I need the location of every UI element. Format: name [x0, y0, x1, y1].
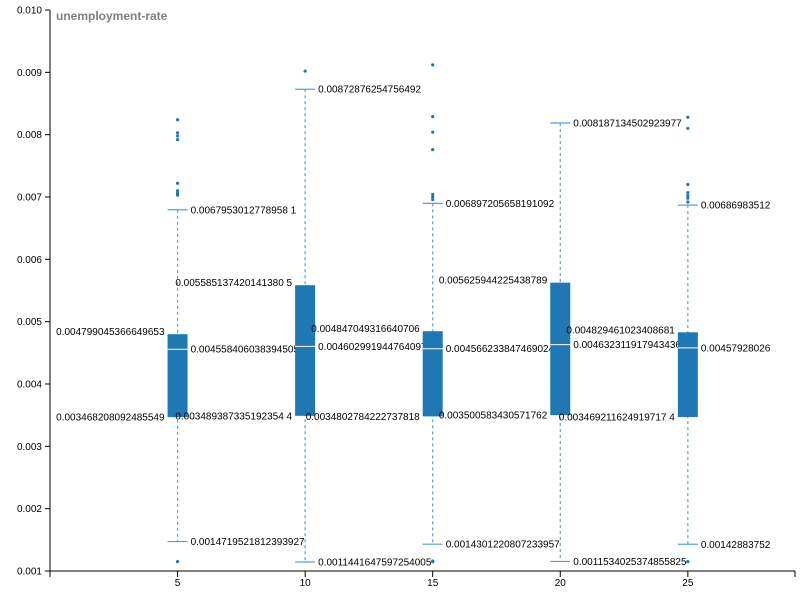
box-group: 0.006897205658191092 0.001430122080723395…	[306, 63, 560, 564]
outlier-point	[175, 134, 180, 138]
median-label: 0.00457928026	[701, 343, 771, 354]
outlier-point	[175, 181, 180, 185]
outlier-point	[175, 131, 180, 135]
whisker-low-label: 0.0014301220807233957	[446, 540, 560, 551]
outlier-point	[175, 138, 180, 142]
q3-label: 0.005625944225438789	[439, 276, 548, 287]
outlier-point	[175, 560, 180, 564]
whisker-low-label: 0.0011441647597254005	[318, 558, 432, 569]
whisker-high-label: 0.0067953012778958 1	[191, 205, 297, 216]
box-group: 0.00686983512 0.00142883752 0.00457928026 0…	[559, 115, 771, 564]
median-label: 0.004602991944764097	[318, 342, 427, 353]
boxes-group: 0.0067953012778958 1 0.001471952181239392…	[56, 63, 771, 569]
outlier-point	[686, 182, 690, 187]
outlier-point	[686, 194, 690, 198]
q1-label: 0.0034802784222737818	[306, 412, 420, 423]
whisker-low-label: 0.0011534025374855825	[573, 557, 687, 568]
outlier-point	[175, 189, 180, 193]
outlier-point	[431, 559, 435, 563]
outlier-point	[686, 126, 690, 131]
outlier-point	[686, 560, 690, 564]
box-group: 0.00872876254756492 0.0011441647597254005…	[175, 69, 432, 569]
box-iqr	[167, 334, 188, 418]
box-group: 0.008187134502923977 0.001153402537485582…	[439, 119, 687, 568]
y-axis: 0.001 0.002 0.003 0.004 0.005 0.006 0.007 0.008…	[17, 6, 51, 578]
q1-label: 0.003500583430571762	[439, 411, 548, 422]
y-tick-label: 0.008	[17, 130, 42, 141]
y-tick-label: 0.002	[17, 504, 42, 515]
y-tick-label: 0.004	[17, 380, 42, 391]
box-iqr	[677, 332, 698, 418]
outlier-point	[303, 69, 307, 73]
outlier-point	[431, 197, 435, 202]
whisker-high-label: 0.008187134502923977	[573, 119, 682, 130]
outlier-point	[686, 115, 690, 119]
outlier-point	[175, 191, 180, 195]
y-tick-label: 0.009	[17, 68, 42, 79]
q1-label: 0.003469211624919717 4	[559, 413, 675, 424]
x-tick-label: 25	[682, 578, 694, 589]
median-label: 0.004566233847469024	[446, 344, 555, 355]
y-tick-label: 0.001	[17, 567, 42, 578]
box-iqr	[550, 282, 571, 416]
x-tick-label: 5	[175, 578, 181, 589]
whisker-low-label: 0.00142883752	[701, 540, 771, 551]
outlier-point	[431, 63, 435, 67]
whisker-low-label: 0.0014719521812393927	[191, 537, 305, 548]
outlier-point	[431, 130, 435, 134]
whisker-high-label: 0.006897205658191092	[446, 199, 555, 210]
outlier-point	[686, 200, 690, 204]
q1-label: 0.003468208092485549	[56, 413, 165, 424]
y-tick-label: 0.003	[17, 442, 42, 453]
q3-label: 0.005585137420141380 5	[175, 278, 292, 289]
whisker-high-label: 0.00686983512	[701, 201, 771, 212]
box-iqr	[422, 331, 443, 417]
q3-label: 0.004829461023408681	[566, 325, 675, 336]
outlier-point	[686, 196, 690, 200]
box-group: 0.0067953012778958 1 0.001471952181239392…	[56, 118, 308, 564]
median-label: 0.004632311917943436	[573, 340, 681, 351]
outlier-point	[431, 192, 435, 197]
y-tick-label: 0.005	[17, 317, 42, 328]
y-tick-label: 0.010	[17, 6, 42, 17]
outlier-point	[686, 191, 690, 195]
outlier-point	[431, 114, 435, 119]
median-label: 0.004558406038394505 5	[191, 345, 308, 356]
outlier-point	[431, 195, 435, 199]
box-iqr	[295, 285, 316, 416]
y-tick-label: 0.006	[17, 255, 42, 266]
q3-label: 0.004847049316640706	[311, 324, 420, 335]
chart-title: unemployment-rate	[56, 9, 168, 23]
y-tick-label: 0.007	[17, 193, 42, 204]
q3-label: 0.004799045366649653	[56, 327, 165, 338]
x-tick-label: 10	[300, 578, 312, 589]
outlier-point	[431, 148, 435, 152]
x-tick-label: 15	[427, 578, 439, 589]
outlier-point	[175, 118, 180, 122]
x-tick-label: 20	[555, 578, 567, 589]
whisker-high-label: 0.00872876254756492	[318, 85, 421, 96]
x-axis: 5 10 15 20 25	[49, 570, 796, 589]
q1-label: 0.003489387335192354 4	[175, 411, 292, 422]
